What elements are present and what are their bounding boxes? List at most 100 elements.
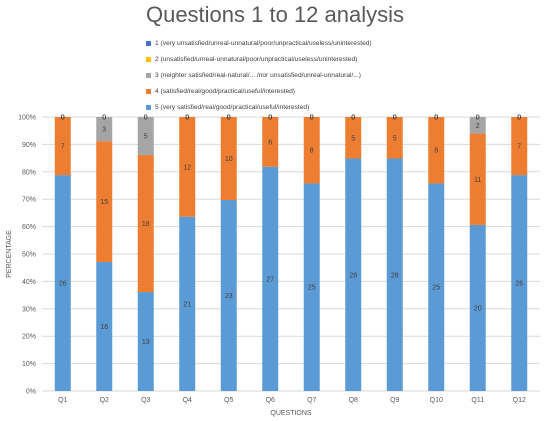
x-tick-label: Q4 bbox=[183, 397, 192, 404]
legend-label: 4 (satisfied/real/good/practical/useful/… bbox=[155, 87, 296, 95]
bar-segment bbox=[386, 158, 403, 391]
bar-segment bbox=[303, 183, 320, 391]
y-tick-label: 60% bbox=[22, 224, 36, 231]
data-label: 0 bbox=[310, 115, 314, 122]
data-label: 10 bbox=[225, 156, 233, 163]
data-label: 0 bbox=[476, 115, 480, 122]
bar-segment bbox=[303, 117, 320, 184]
legend-item: 5 (very satisfied/real/good/practical/us… bbox=[146, 99, 372, 115]
data-label: 23 bbox=[225, 293, 233, 300]
data-label: 0 bbox=[393, 115, 397, 122]
x-tick-label: Q6 bbox=[266, 397, 275, 404]
legend-label: 3 (neighter satisfied/real-natural/... /… bbox=[155, 71, 361, 79]
legend-label: 5 (very satisfied/real/good/practical/us… bbox=[155, 103, 310, 111]
data-label: 8 bbox=[310, 148, 314, 155]
data-label: 0 bbox=[393, 115, 397, 122]
data-label: 0 bbox=[517, 115, 521, 122]
x-tick-label: Q10 bbox=[430, 397, 443, 404]
data-label: 20 bbox=[474, 305, 482, 312]
data-label: 0 bbox=[144, 115, 148, 122]
bar-segment bbox=[137, 155, 154, 293]
legend-swatch bbox=[146, 72, 151, 78]
data-label: 0 bbox=[310, 115, 314, 122]
bar-segment bbox=[469, 117, 486, 134]
data-label: 0 bbox=[268, 115, 272, 122]
data-label: 0 bbox=[351, 115, 355, 122]
bar-segment bbox=[469, 133, 486, 225]
data-label: 0 bbox=[227, 115, 231, 122]
data-label: 0 bbox=[268, 115, 272, 122]
x-axis-title: QUESTIONS bbox=[270, 410, 312, 417]
data-label: 5 bbox=[393, 135, 397, 142]
bar-segment bbox=[54, 117, 71, 176]
data-label: 0 bbox=[476, 115, 480, 122]
data-label: 26 bbox=[59, 281, 67, 288]
legend-swatch bbox=[146, 40, 151, 46]
data-label: 26 bbox=[515, 281, 523, 288]
bar-segment bbox=[137, 292, 154, 391]
x-tick-label: Q5 bbox=[224, 397, 233, 404]
data-label: 0 bbox=[434, 115, 438, 122]
bar-segment bbox=[179, 216, 196, 391]
data-label: 0 bbox=[61, 115, 65, 122]
data-label: 0 bbox=[185, 115, 189, 122]
legend-item: 1 (very unsatisfied/unreal-unnatural/poo… bbox=[146, 35, 372, 51]
data-label: 0 bbox=[227, 115, 231, 122]
bar-segment bbox=[428, 183, 445, 391]
x-tick-label: Q8 bbox=[349, 397, 358, 404]
y-tick-label: 90% bbox=[22, 142, 36, 149]
data-label: 0 bbox=[393, 115, 397, 122]
bar-segment bbox=[137, 117, 154, 156]
data-label: 0 bbox=[517, 115, 521, 122]
y-tick-label: 70% bbox=[22, 197, 36, 204]
x-tick-label: Q1 bbox=[58, 397, 67, 404]
bar-segment bbox=[220, 200, 237, 391]
y-tick-label: 30% bbox=[22, 306, 36, 313]
y-tick-label: 100% bbox=[18, 115, 36, 122]
y-tick-label: 20% bbox=[22, 334, 36, 341]
bar-segment bbox=[345, 117, 362, 159]
data-label: 5 bbox=[351, 135, 355, 142]
bar-segment bbox=[54, 175, 71, 391]
legend-swatch bbox=[146, 104, 151, 110]
y-tick-label: 50% bbox=[22, 252, 36, 259]
y-tick-label: 0% bbox=[26, 389, 36, 396]
bar-segment bbox=[220, 117, 237, 201]
x-tick-label: Q12 bbox=[513, 397, 526, 404]
data-label: 0 bbox=[61, 115, 65, 122]
legend-label: 1 (very unsatisfied/unreal-unnatural/poo… bbox=[155, 39, 372, 47]
data-label: 0 bbox=[185, 115, 189, 122]
bar-segment bbox=[345, 158, 362, 391]
data-label: 13 bbox=[142, 339, 150, 346]
x-tick-label: Q11 bbox=[471, 397, 484, 404]
data-label: 2 bbox=[476, 123, 480, 130]
data-label: 0 bbox=[517, 115, 521, 122]
data-label: 25 bbox=[432, 285, 440, 292]
data-label: 11 bbox=[474, 177, 481, 184]
bar-segment bbox=[511, 117, 528, 176]
legend-item: 3 (neighter satisfied/real-natural/... /… bbox=[146, 67, 372, 83]
chart-title: Questions 1 to 12 analysis bbox=[145, 2, 405, 27]
data-label: 8 bbox=[434, 148, 438, 155]
data-label: 0 bbox=[61, 115, 65, 122]
data-label: 0 bbox=[351, 115, 355, 122]
data-label: 0 bbox=[102, 115, 106, 122]
data-label: 15 bbox=[100, 199, 108, 206]
y-tick-label: 80% bbox=[22, 169, 36, 176]
data-label: 0 bbox=[144, 115, 148, 122]
data-label: 5 bbox=[144, 134, 148, 141]
y-tick-label: 40% bbox=[22, 279, 36, 286]
legend-item: 4 (satisfied/real/good/practical/useful/… bbox=[146, 83, 372, 99]
y-axis-title: PERCENTAGE bbox=[6, 230, 13, 278]
data-label: 0 bbox=[102, 115, 106, 122]
x-tick-label: Q9 bbox=[390, 397, 399, 404]
bar-segment bbox=[469, 224, 486, 391]
data-label: 0 bbox=[185, 115, 189, 122]
bar-segment bbox=[428, 117, 445, 184]
bar-segment bbox=[262, 166, 279, 391]
data-label: 28 bbox=[349, 272, 357, 279]
legend-swatch bbox=[146, 56, 151, 62]
legend: 1 (very unsatisfied/unreal-unnatural/poo… bbox=[146, 35, 372, 115]
data-label: 7 bbox=[61, 144, 65, 151]
